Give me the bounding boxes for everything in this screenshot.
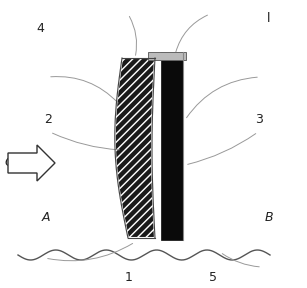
Bar <box>161 52 183 240</box>
Text: B: B <box>264 211 273 224</box>
Bar <box>155 56 161 240</box>
Text: 2: 2 <box>44 113 52 126</box>
Text: 5: 5 <box>209 271 217 285</box>
Text: 1: 1 <box>125 271 133 285</box>
Polygon shape <box>8 145 55 181</box>
Text: l: l <box>267 12 270 25</box>
Bar <box>148 52 186 60</box>
Bar <box>183 52 186 240</box>
Text: A: A <box>42 211 50 224</box>
Text: 3: 3 <box>255 113 263 126</box>
Polygon shape <box>115 58 155 238</box>
Text: 4: 4 <box>36 22 44 35</box>
Text: C: C <box>5 156 14 169</box>
